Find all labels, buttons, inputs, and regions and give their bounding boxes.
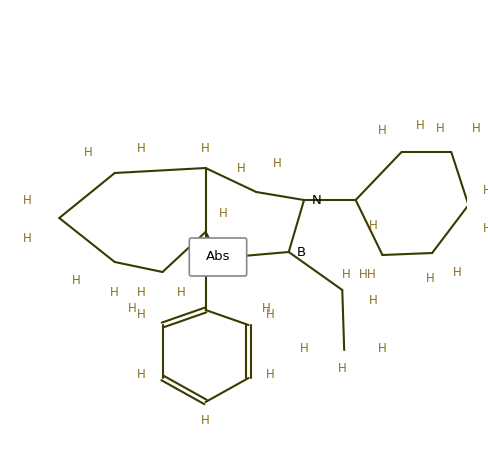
Text: H: H [83,146,92,158]
Text: H: H [378,124,387,137]
Text: H: H [137,368,146,382]
Text: H: H [110,286,119,300]
Text: H: H [266,309,275,321]
Text: H: H [435,121,444,135]
FancyBboxPatch shape [189,238,246,276]
Text: H: H [72,273,81,286]
Text: H: H [201,142,210,155]
Text: H: H [137,286,146,300]
Text: H: H [426,272,435,284]
Text: H: H [137,142,146,155]
Text: H: H [368,293,377,307]
Text: H: H [483,221,488,235]
Text: H: H [453,265,461,279]
Text: H: H [201,413,210,427]
Text: H: H [22,193,31,207]
Text: B: B [296,246,305,258]
Text: H: H [483,183,488,197]
Text: H: H [237,162,245,174]
Text: H: H [359,268,367,282]
Text: H: H [266,368,275,382]
Text: H: H [472,121,481,135]
Text: H: H [22,231,31,245]
Text: H: H [262,301,270,315]
Text: N: N [312,193,322,207]
Text: H: H [378,341,387,355]
Text: H: H [273,156,282,170]
Text: H: H [368,219,377,231]
Text: H: H [366,268,375,282]
Text: H: H [300,341,308,355]
Text: H: H [177,286,186,300]
Text: H: H [338,362,346,374]
Text: H: H [342,268,350,282]
Text: Abs: Abs [206,249,230,263]
Text: H: H [219,207,227,219]
Text: H: H [127,301,136,315]
Text: H: H [137,309,146,321]
Text: H: H [416,118,425,131]
